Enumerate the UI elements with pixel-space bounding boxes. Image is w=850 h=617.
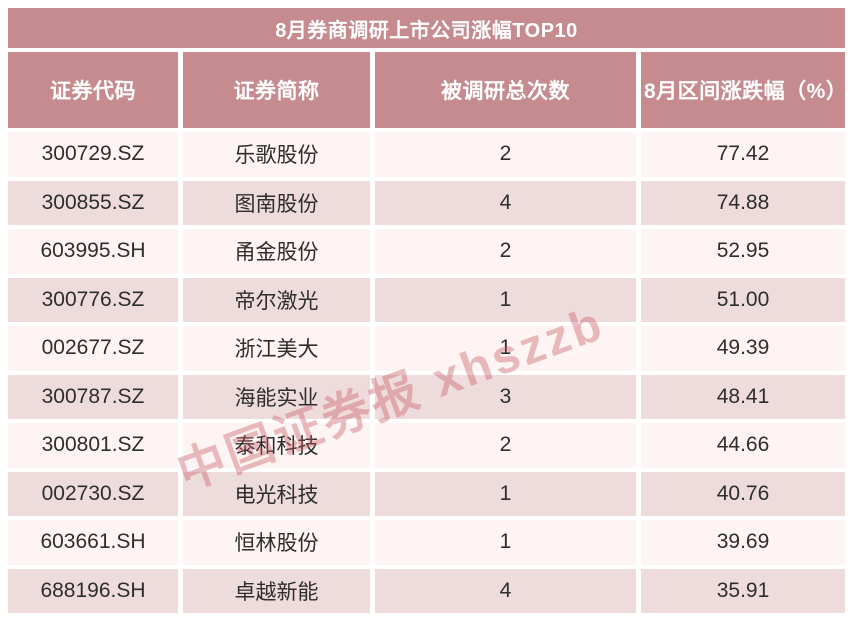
col-header-price-change: 8月区间涨跌幅（%） <box>641 52 845 128</box>
cell-stock-code: 300776.SZ <box>8 277 178 322</box>
table-row: 300729.SZ 乐歌股份 2 77.42 <box>8 132 845 177</box>
cell-stock-code: 300729.SZ <box>8 132 178 177</box>
table-body: 300729.SZ 乐歌股份 2 77.42 300855.SZ 图南股份 4 … <box>8 132 845 613</box>
cell-survey-count: 4 <box>375 568 636 613</box>
cell-stock-name: 浙江美大 <box>183 326 370 371</box>
table-row: 002730.SZ 电光科技 1 40.76 <box>8 471 845 516</box>
cell-price-change: 40.76 <box>641 471 845 516</box>
cell-survey-count: 1 <box>375 471 636 516</box>
cell-price-change: 44.66 <box>641 423 845 468</box>
cell-price-change: 39.69 <box>641 520 845 565</box>
cell-stock-name: 卓越新能 <box>183 568 370 613</box>
cell-survey-count: 2 <box>375 423 636 468</box>
cell-survey-count: 2 <box>375 132 636 177</box>
cell-survey-count: 1 <box>375 326 636 371</box>
cell-price-change: 74.88 <box>641 180 845 225</box>
cell-price-change: 51.00 <box>641 277 845 322</box>
table-row: 002677.SZ 浙江美大 1 49.39 <box>8 326 845 371</box>
cell-price-change: 49.39 <box>641 326 845 371</box>
cell-survey-count: 4 <box>375 180 636 225</box>
cell-stock-name: 电光科技 <box>183 471 370 516</box>
cell-stock-name: 甬金股份 <box>183 229 370 274</box>
cell-price-change: 52.95 <box>641 229 845 274</box>
table-row: 300787.SZ 海能实业 3 48.41 <box>8 374 845 419</box>
table-row: 300801.SZ 泰和科技 2 44.66 <box>8 423 845 468</box>
cell-stock-code: 300855.SZ <box>8 180 178 225</box>
cell-stock-name: 乐歌股份 <box>183 132 370 177</box>
cell-stock-name: 恒林股份 <box>183 520 370 565</box>
table-row: 603995.SH 甬金股份 2 52.95 <box>8 229 845 274</box>
cell-stock-name: 海能实业 <box>183 374 370 419</box>
table-row: 603661.SH 恒林股份 1 39.69 <box>8 520 845 565</box>
cell-stock-name: 帝尔激光 <box>183 277 370 322</box>
cell-survey-count: 2 <box>375 229 636 274</box>
cell-price-change: 35.91 <box>641 568 845 613</box>
cell-survey-count: 1 <box>375 520 636 565</box>
cell-price-change: 48.41 <box>641 374 845 419</box>
table-row: 688196.SH 卓越新能 4 35.91 <box>8 568 845 613</box>
cell-survey-count: 3 <box>375 374 636 419</box>
table-row: 300776.SZ 帝尔激光 1 51.00 <box>8 277 845 322</box>
cell-stock-code: 688196.SH <box>8 568 178 613</box>
cell-stock-code: 002730.SZ <box>8 471 178 516</box>
cell-stock-code: 603995.SH <box>8 229 178 274</box>
table-title: 8月券商调研上市公司涨幅TOP10 <box>8 8 845 48</box>
cell-survey-count: 1 <box>375 277 636 322</box>
cell-stock-name: 泰和科技 <box>183 423 370 468</box>
cell-stock-name: 图南股份 <box>183 180 370 225</box>
cell-stock-code: 603661.SH <box>8 520 178 565</box>
col-header-stock-code: 证券代码 <box>8 52 178 128</box>
cell-stock-code: 002677.SZ <box>8 326 178 371</box>
col-header-survey-count: 被调研总次数 <box>375 52 636 128</box>
table-row: 300855.SZ 图南股份 4 74.88 <box>8 180 845 225</box>
table-header: 证券代码 证券简称 被调研总次数 8月区间涨跌幅（%） <box>8 52 845 128</box>
col-header-stock-name: 证券简称 <box>183 52 370 128</box>
cell-stock-code: 300787.SZ <box>8 374 178 419</box>
cell-price-change: 77.42 <box>641 132 845 177</box>
cell-stock-code: 300801.SZ <box>8 423 178 468</box>
